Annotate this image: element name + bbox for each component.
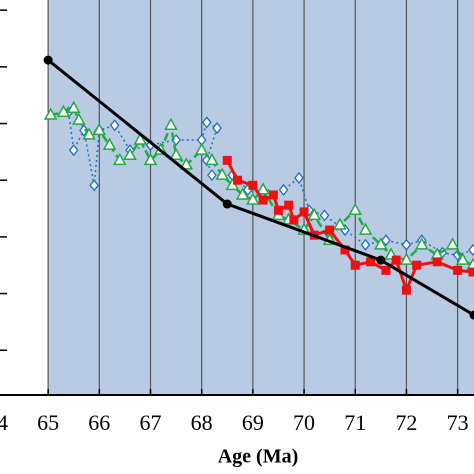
point bbox=[205, 152, 219, 166]
point bbox=[235, 187, 250, 200]
point bbox=[401, 285, 411, 295]
point bbox=[268, 190, 278, 200]
point bbox=[358, 222, 373, 235]
point bbox=[233, 175, 243, 185]
point bbox=[366, 257, 376, 267]
point bbox=[212, 122, 222, 135]
point bbox=[246, 192, 260, 205]
point bbox=[79, 124, 89, 137]
point bbox=[89, 179, 100, 192]
point bbox=[43, 55, 53, 65]
point bbox=[258, 195, 268, 205]
x-tick-label: 72 bbox=[395, 410, 417, 435]
point bbox=[299, 207, 309, 217]
point bbox=[468, 243, 474, 256]
point bbox=[201, 116, 212, 129]
point bbox=[401, 238, 412, 251]
point bbox=[92, 122, 107, 136]
point bbox=[179, 157, 194, 170]
point bbox=[350, 260, 360, 270]
point bbox=[207, 169, 217, 182]
point bbox=[432, 257, 442, 267]
x-tick-label: 67 bbox=[139, 410, 161, 435]
point bbox=[222, 199, 232, 209]
point bbox=[453, 265, 463, 275]
x-tick-label: 66 bbox=[88, 410, 110, 435]
point bbox=[468, 267, 474, 277]
point bbox=[340, 245, 350, 255]
point bbox=[273, 205, 283, 215]
point bbox=[215, 167, 229, 180]
point bbox=[374, 237, 388, 250]
series-line bbox=[67, 112, 474, 256]
point bbox=[72, 112, 86, 125]
point bbox=[445, 237, 460, 250]
point bbox=[412, 260, 422, 270]
x-tick-label: 64 bbox=[0, 410, 8, 435]
point bbox=[381, 234, 391, 247]
x-tick-label: 71 bbox=[344, 410, 366, 435]
point bbox=[222, 155, 232, 165]
point bbox=[333, 217, 347, 230]
x-tick-label: 68 bbox=[191, 410, 213, 435]
point bbox=[256, 182, 270, 195]
point bbox=[325, 225, 335, 235]
point bbox=[391, 255, 401, 265]
point bbox=[348, 202, 363, 216]
point bbox=[399, 252, 414, 265]
series-line bbox=[47, 58, 474, 317]
point bbox=[248, 180, 258, 190]
point bbox=[278, 183, 289, 196]
point bbox=[68, 144, 79, 157]
point bbox=[319, 209, 330, 222]
x-tick-label: 69 bbox=[242, 410, 264, 435]
point bbox=[469, 310, 474, 320]
point bbox=[307, 207, 322, 221]
point bbox=[455, 252, 470, 265]
point bbox=[415, 237, 429, 250]
point bbox=[169, 147, 183, 161]
point bbox=[360, 238, 371, 251]
point bbox=[164, 117, 178, 130]
plot bbox=[43, 55, 474, 320]
point bbox=[66, 100, 81, 113]
point bbox=[194, 142, 209, 155]
point bbox=[284, 200, 294, 210]
point bbox=[376, 255, 386, 265]
x-axis-title: Age (Ma) bbox=[218, 446, 299, 468]
point bbox=[113, 152, 127, 166]
x-tick-label: 65 bbox=[37, 410, 59, 435]
point bbox=[289, 215, 299, 225]
point bbox=[43, 107, 58, 120]
x-tick-label: 73 bbox=[447, 410, 469, 435]
x-tick-label: 70 bbox=[293, 410, 315, 435]
point bbox=[82, 127, 96, 140]
point bbox=[143, 152, 158, 166]
point bbox=[56, 104, 71, 117]
point bbox=[102, 137, 117, 150]
point bbox=[133, 132, 148, 145]
point bbox=[109, 119, 120, 132]
point bbox=[294, 171, 304, 184]
point bbox=[123, 147, 137, 161]
point bbox=[381, 265, 391, 275]
